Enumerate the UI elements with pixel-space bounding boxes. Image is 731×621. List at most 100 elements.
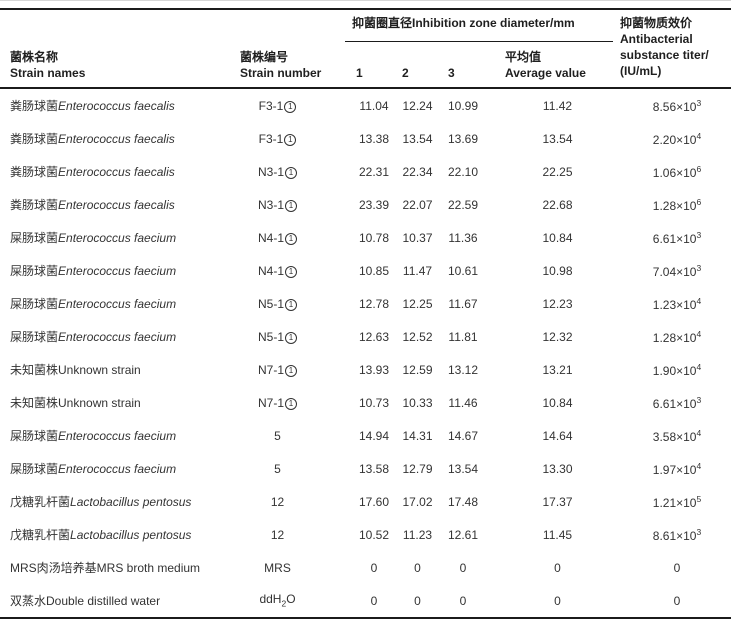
table-row: 粪肠球菌Enterococcus faecalis N3-1 1 22.31 22.34… [0, 155, 731, 188]
diameter-3-cell: 10.61 [447, 263, 479, 278]
strain-number-cell: N5-1 1 [240, 330, 335, 344]
diameter-3-cell: 11.46 [448, 395, 478, 410]
diameter-2-cell: 17.02 [402, 494, 433, 509]
header-strain-names-zh: 菌株名称 [10, 50, 59, 64]
header-strain-number: 菌株编号 Strain number [240, 49, 321, 81]
strain-name-cell: 屎肠球菌Enterococcus faecium [0, 460, 240, 477]
strain-name-zh: 屎肠球菌 [10, 462, 59, 476]
strain-number-cell: N4-1 1 [240, 231, 335, 245]
diameter-2-cell: 22.07 [402, 197, 433, 212]
titer-cell: 7.04×103 [652, 262, 702, 279]
strain-name-cell: 屎肠球菌Enterococcus faecium [0, 229, 240, 246]
strain-name-cell: 屎肠球菌Enterococcus faecium [0, 262, 240, 279]
header-inhibition-zone-spanner: 抑菌圈直径Inhibition zone diameter/mm [352, 16, 575, 30]
strain-name-cell: 粪肠球菌Enterococcus faecalis [0, 163, 240, 180]
diameter-3-cell: 0 [459, 593, 467, 608]
table-row: 未知菌株Unknown strain N7-1 1 10.73 10.33 11.46 10… [0, 386, 731, 419]
average-value-cell: 12.32 [542, 329, 573, 344]
titer-cell: 8.61×103 [652, 526, 702, 543]
header-titer: 抑菌物质效价 Antibacterial substance titer/ (I… [620, 15, 709, 79]
strain-name-zh: 屎肠球菌 [10, 429, 59, 443]
average-value-cell: 22.25 [542, 164, 573, 179]
strain-name-latin: Enterococcus faecium [58, 231, 177, 245]
average-value-cell: 0 [554, 560, 561, 575]
strain-name-zh: 粪肠球菌 [10, 198, 59, 212]
top-hairline [0, 0, 731, 1]
titer-cell: 1.06×106 [652, 163, 702, 180]
strain-name-latin: Unknown strain [58, 396, 141, 410]
strain-name-zh: 屎肠球菌 [10, 264, 59, 278]
titer-cell: 1.97×104 [652, 460, 702, 477]
titer-cell: 1.23×104 [652, 295, 702, 312]
strain-number-cell: N4-1 1 [240, 264, 335, 278]
diameter-2-cell: 12.25 [402, 296, 433, 311]
strain-number-cell: 5 [274, 461, 281, 476]
strain-number-cell: N3-1 1 [240, 198, 335, 212]
titer-cell: 1.28×106 [652, 196, 702, 213]
header-average-value-en: Average value [505, 66, 586, 80]
header-replicate-1: 1 [356, 66, 363, 80]
strain-number-cell: N3-1 1 [240, 165, 335, 179]
header-strain-number-zh: 菌株编号 [240, 50, 289, 64]
titer-cell: 2.20×104 [652, 130, 702, 147]
diameter-2-cell: 12.79 [402, 461, 433, 476]
diameter-1-cell: 12.78 [358, 296, 390, 311]
strain-name-zh: 屎肠球菌 [10, 330, 59, 344]
strain-number-cell: 5 [274, 428, 281, 443]
strain-name-latin: Lactobacillus pentosus [70, 528, 192, 542]
titer-cell: 1.28×104 [652, 328, 702, 345]
strain-name-zh: 屎肠球菌 [10, 231, 59, 245]
diameter-1-cell: 13.58 [358, 461, 390, 476]
diameter-1-cell: 13.93 [358, 362, 390, 377]
average-value-cell: 13.54 [542, 131, 573, 146]
diameter-1-cell: 12.63 [358, 329, 390, 344]
diameter-3-cell: 22.10 [447, 164, 479, 179]
circled-1-icon: 1 [285, 199, 297, 212]
diameter-2-cell: 14.31 [402, 428, 433, 443]
diameter-2-cell: 22.34 [402, 164, 433, 179]
strain-name-cell: 戊糖乳杆菌Lactobacillus pentosus [0, 493, 240, 510]
strain-name-latin: Lactobacillus pentosus [70, 495, 192, 509]
diameter-3-cell: 10.99 [447, 98, 479, 113]
diameter-3-cell: 17.48 [447, 494, 479, 509]
strain-name-latin: Enterococcus faecalis [58, 198, 175, 212]
header-strain-names: 菌株名称 Strain names [10, 49, 85, 81]
titer-cell: 0 [673, 560, 681, 575]
table-row: 屎肠球菌Enterococcus faecium N5-1 1 12.78 12.25 1… [0, 287, 731, 320]
strain-number-cell: N7-1 1 [240, 396, 335, 410]
diameter-3-cell: 12.61 [447, 527, 479, 542]
strain-name-cell: 屎肠球菌Enterococcus faecium [0, 427, 240, 444]
header-titer-line-2: Antibacterial [620, 32, 693, 46]
circled-1-icon: 1 [284, 133, 297, 146]
strain-name-latin: Enterococcus faecalis [58, 99, 175, 113]
strain-number-cell: 12 [270, 494, 285, 509]
table-row: 屎肠球菌Enterococcus faecium N4-1 1 10.78 10.37 1… [0, 221, 731, 254]
strain-name-latin: Enterococcus faecium [58, 429, 177, 443]
strain-name-zh: 粪肠球菌 [10, 165, 59, 179]
table-body: 粪肠球菌Enterococcus faecalis F3-1 1 11.04 12.24… [0, 89, 731, 619]
strain-name-cell: 未知菌株Unknown strain [0, 394, 240, 411]
strain-name-latin: Unknown strain [58, 363, 141, 377]
strain-name-latin: Enterococcus faecium [58, 330, 177, 344]
strain-name-latin: Enterococcus faecalis [58, 165, 175, 179]
diameter-2-cell: 12.59 [402, 362, 433, 377]
table-row: 未知菌株Unknown strain N7-1 1 13.93 12.59 13.12 13… [0, 353, 731, 386]
strain-name-zh: 戊糖乳杆菌 [10, 528, 71, 542]
diameter-2-cell: 11.47 [402, 263, 433, 278]
strain-name-cell: 粪肠球菌Enterococcus faecalis [0, 97, 240, 114]
titer-cell: 6.61×103 [652, 394, 702, 411]
diameter-1-cell: 17.60 [358, 494, 390, 509]
average-value-cell: 0 [554, 593, 561, 608]
strain-name-cell: 未知菌株Unknown strain [0, 361, 240, 378]
average-value-cell: 17.37 [542, 494, 573, 509]
diameter-2-cell: 0 [414, 593, 421, 608]
strain-name-latin: Enterococcus faecium [58, 264, 177, 278]
average-value-cell: 10.98 [542, 263, 573, 278]
diameter-3-cell: 13.69 [447, 131, 479, 146]
strain-number-cell: 12 [270, 527, 285, 542]
circled-1-icon: 1 [285, 331, 297, 344]
strain-name-cell: 粪肠球菌Enterococcus faecalis [0, 130, 240, 147]
table-row: 屎肠球菌Enterococcus faecium 5 13.58 12.79 13.54… [0, 452, 731, 485]
table-row: 戊糖乳杆菌Lactobacillus pentosus 12 10.52 11.23 1… [0, 518, 731, 551]
diameter-3-cell: 13.54 [447, 461, 479, 476]
